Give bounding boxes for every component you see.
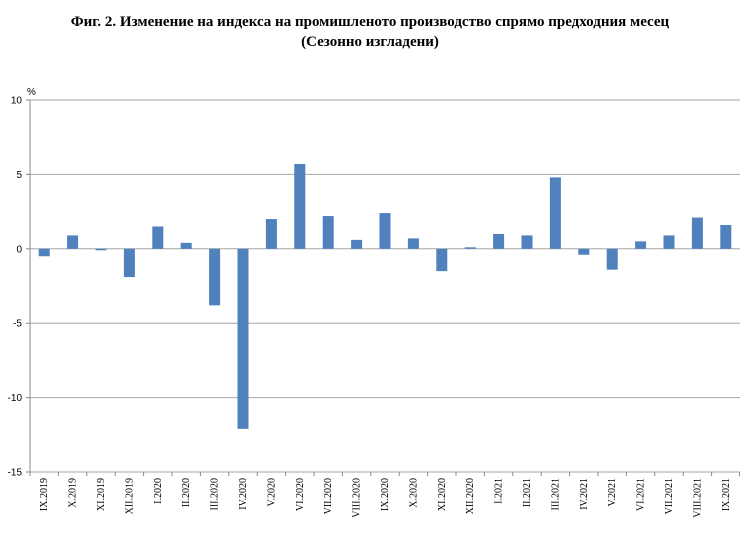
bar-II.2021 — [521, 235, 533, 249]
bar-IX.2019 — [38, 248, 50, 257]
x-tick-label: X.2020 — [408, 478, 419, 508]
y-tick-label: -15 — [8, 468, 23, 479]
bar-VII.2020 — [322, 216, 334, 249]
bar-XI.2019 — [95, 248, 107, 251]
y-axis-label: % — [27, 87, 36, 98]
x-tick-label: IX.2021 — [721, 478, 732, 511]
bar-X.2019 — [67, 235, 79, 249]
chart-title-block: Фиг. 2. Изменение на индекса на промишле… — [0, 12, 740, 52]
bar-III.2020 — [209, 248, 221, 306]
x-tick-label: I.2021 — [494, 478, 505, 504]
x-tick-label: II.2021 — [522, 478, 533, 507]
bar-IV.2020 — [237, 248, 249, 429]
chart-title: Фиг. 2. Изменение на индекса на промишле… — [70, 14, 670, 30]
x-tick-label: V.2020 — [266, 478, 277, 506]
x-tick-label: VI.2021 — [636, 478, 647, 511]
x-tick-label: VIII.2021 — [692, 478, 703, 518]
x-tick-label: III.2021 — [550, 478, 561, 511]
bar-XII.2020 — [464, 247, 476, 249]
x-tick-label: X.2019 — [68, 478, 79, 508]
y-tick-label: 10 — [11, 96, 23, 107]
x-tick-label: V.2021 — [607, 478, 618, 506]
chart-subtitle: (Сезонно изгладени) — [301, 34, 439, 50]
x-tick-label: IV.2020 — [238, 478, 249, 510]
y-tick-label: 0 — [16, 244, 22, 255]
x-tick-label: II.2020 — [181, 478, 192, 507]
bar-V.2020 — [265, 219, 277, 249]
x-tick-label: I.2020 — [153, 478, 164, 504]
bar-VI.2020 — [294, 163, 306, 249]
x-tick-label: IV.2021 — [579, 478, 590, 510]
bar-IX.2021 — [720, 224, 732, 249]
bar-XI.2020 — [436, 248, 448, 272]
bar-I.2020 — [152, 226, 164, 249]
axes — [26, 99, 740, 476]
bar-III.2021 — [549, 177, 561, 249]
bar-VII.2021 — [663, 235, 675, 249]
x-tick-label: VI.2020 — [295, 478, 306, 511]
bar-VIII.2021 — [691, 217, 703, 249]
bar-X.2020 — [407, 238, 419, 249]
bar-XII.2019 — [123, 248, 135, 278]
x-tick-label: XII.2019 — [124, 478, 135, 514]
x-tick-label: VIII.2020 — [352, 478, 363, 518]
bar-II.2020 — [180, 242, 192, 249]
gridlines — [30, 99, 740, 473]
bar-IV.2021 — [578, 248, 590, 255]
bar-VIII.2020 — [351, 239, 363, 249]
x-tick-label: IX.2020 — [380, 478, 391, 511]
x-tick-label: III.2020 — [210, 478, 221, 511]
x-tick-label: VII.2021 — [664, 478, 675, 514]
y-tick-label: 5 — [16, 170, 22, 181]
x-tick-label: XI.2019 — [96, 478, 107, 511]
y-tick-label: -5 — [13, 319, 22, 330]
x-tick-labels: IX.2019 X.2019 XI.2019 XII.2019 I.2020 II.202… — [39, 478, 732, 518]
x-tick-label: VII.2020 — [323, 478, 334, 514]
x-tick-label: XII.2020 — [465, 478, 476, 514]
bar-IX.2020 — [379, 213, 391, 249]
bar-I.2021 — [493, 233, 505, 249]
bars — [38, 163, 732, 429]
x-tick-label: XI.2020 — [437, 478, 448, 511]
bar-VI.2021 — [635, 241, 647, 249]
y-tick-label: -10 — [8, 393, 23, 404]
x-tick-label: IX.2019 — [39, 478, 50, 511]
bar-V.2021 — [606, 248, 618, 270]
y-tick-labels: 10 5 0 -5 -10 -15 — [8, 96, 23, 479]
